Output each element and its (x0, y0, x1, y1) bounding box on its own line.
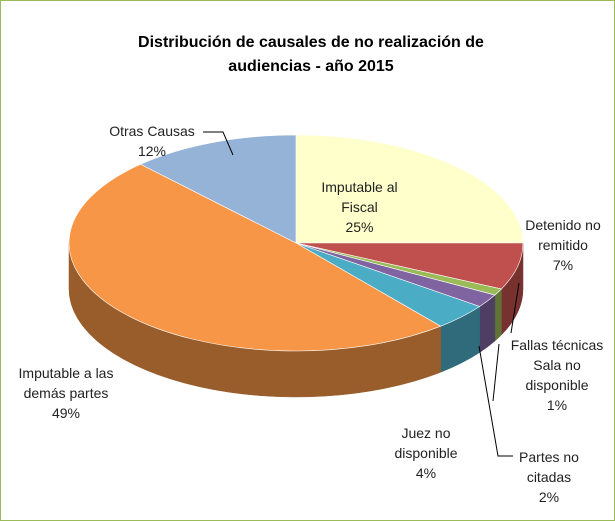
label-name: Fallas técnicas Sala no disponible (510, 337, 604, 393)
label-name: Otras Causas (109, 123, 195, 139)
slice (139, 134, 297, 244)
label-name: Detenido no remitido (525, 217, 601, 253)
label-name: Partes no citadas (519, 449, 579, 485)
label-name: Imputable a las demás partes (18, 365, 114, 401)
leader-line (478, 345, 513, 457)
data-label: Fallas técnicas Sala no disponible 1% (507, 335, 607, 415)
leader-line (203, 131, 234, 156)
label-name: Imputable al Fiscal (321, 179, 398, 215)
label-value: 12% (137, 143, 167, 159)
label-value: 25% (345, 219, 374, 235)
label-value: 4% (415, 465, 437, 481)
label-value: 49% (51, 405, 81, 421)
slice-side (494, 288, 502, 342)
label-value: 2% (538, 489, 560, 505)
leader-line (510, 282, 520, 334)
leader-lines (203, 131, 520, 457)
leader-line (492, 343, 500, 402)
data-label: Imputable a las demás partes 49% (17, 363, 115, 423)
slice (295, 134, 524, 244)
data-label: Detenido no remitido 7% (513, 215, 613, 275)
data-label: Imputable al Fiscal 25% (307, 177, 412, 237)
slice (68, 163, 442, 352)
label-value: 1% (546, 397, 568, 413)
label-value: 7% (552, 257, 574, 273)
data-label: Otras Causas 12% (97, 121, 207, 161)
data-label: Partes no citadas 2% (513, 447, 585, 507)
chart-title: Distribución de causales de no realizaci… (138, 34, 484, 75)
label-name: Juez no disponible (394, 425, 458, 461)
data-label: Juez no disponible 4% (385, 423, 467, 483)
